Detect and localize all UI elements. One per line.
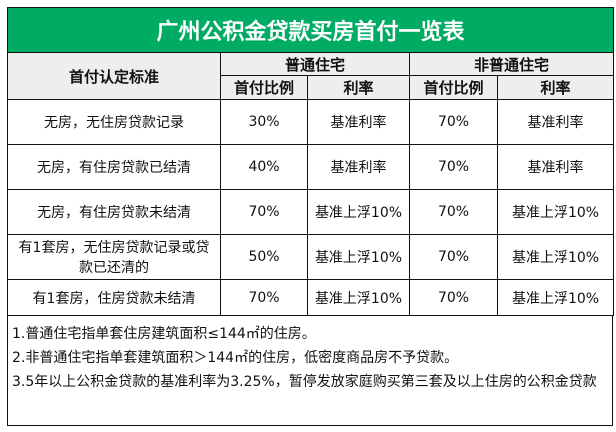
cell-n-ratio: 70%: [409, 99, 498, 145]
table-row: 无房，有住房贷款已结清 40% 基准利率 70% 基准利率: [7, 144, 615, 190]
cell-n-ratio: 70%: [409, 189, 498, 235]
cell-o-ratio: 70%: [220, 189, 308, 235]
table-row: 有1套房，住房贷款未结清 70% 基准上浮10% 70% 基准上浮10%: [7, 279, 615, 316]
cell-o-ratio: 50%: [220, 234, 308, 280]
cell-criteria: 无房，无住房贷款记录: [7, 99, 221, 145]
note-1: 1.普通住宅指单套住房建筑面积≤144㎡的住房。: [12, 326, 316, 342]
cell-o-rate: 基准上浮10%: [307, 189, 410, 235]
note-3: 3.5年以上公积金贷款的基准利率为3.25%，暂停发放家庭购买第三套及以上住房的…: [12, 374, 597, 390]
header-non-ordinary-ratio: 首付比例: [409, 75, 498, 100]
cell-o-rate: 基准上浮10%: [307, 234, 410, 280]
down-payment-table-document: 广州公积金贷款买房首付一览表 首付认定标准 普通住宅 非普通住宅 首付比例 利率…: [6, 7, 615, 426]
cell-n-ratio: 70%: [409, 279, 498, 316]
cell-criteria: 有1套房，无住房贷款记录或贷款已还清的: [7, 234, 221, 280]
cell-n-ratio: 70%: [409, 144, 498, 190]
table-row: 无房，无住房贷款记录 30% 基准利率 70% 基准利率: [7, 99, 615, 145]
header-ordinary: 普通住宅: [220, 52, 410, 76]
cell-n-rate: 基准上浮10%: [496, 279, 615, 316]
notes: 1.普通住宅指单套住房建筑面积≤144㎡的住房。 2.非普通住宅指单套建筑面积＞…: [7, 316, 613, 426]
header-ordinary-ratio: 首付比例: [220, 75, 308, 100]
cell-n-rate: 基准利率: [496, 144, 615, 190]
down-payment-table: 广州公积金贷款买房首付一览表 首付认定标准 普通住宅 非普通住宅 首付比例 利率…: [6, 7, 615, 316]
cell-n-rate: 基准利率: [496, 99, 615, 145]
cell-criteria: 无房，有住房贷款未结清: [7, 189, 221, 235]
note-2: 2.非普通住宅指单套建筑面积＞144㎡的住房，低密度商品房不予贷款。: [12, 350, 459, 366]
cell-n-rate: 基准上浮10%: [496, 234, 615, 280]
cell-n-rate: 基准上浮10%: [496, 189, 615, 235]
table-row: 无房，有住房贷款未结清 70% 基准上浮10% 70% 基准上浮10%: [7, 189, 615, 235]
table-title: 广州公积金贷款买房首付一览表: [6, 7, 615, 53]
cell-o-rate: 基准利率: [307, 144, 410, 190]
cell-o-ratio: 70%: [220, 279, 308, 316]
cell-n-ratio: 70%: [409, 234, 498, 280]
cell-o-rate: 基准上浮10%: [307, 279, 410, 316]
header-non-ordinary-rate: 利率: [496, 75, 615, 100]
header-non-ordinary: 非普通住宅: [408, 52, 615, 76]
cell-criteria: 有1套房，住房贷款未结清: [7, 279, 221, 316]
cell-o-rate: 基准利率: [307, 99, 410, 145]
header-ordinary-rate: 利率: [307, 75, 410, 100]
cell-criteria: 无房，有住房贷款已结清: [7, 144, 221, 190]
cell-o-ratio: 40%: [220, 144, 308, 190]
table-row: 有1套房，无住房贷款记录或贷款已还清的 50% 基准上浮10% 70% 基准上浮10%: [7, 234, 615, 280]
header-criteria: 首付认定标准: [7, 52, 221, 100]
cell-o-ratio: 30%: [220, 99, 308, 145]
